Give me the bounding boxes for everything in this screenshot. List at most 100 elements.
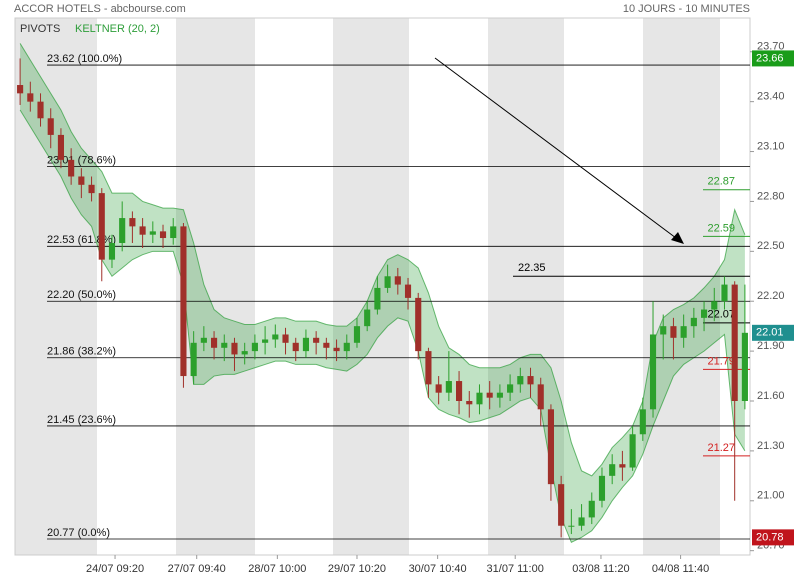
candle-body xyxy=(353,326,361,343)
fib-label: 23.01 (78.6%) xyxy=(47,154,116,166)
candle-body xyxy=(170,226,177,239)
fib-label: 22.53 (61.8%) xyxy=(47,234,116,246)
day-shading xyxy=(15,18,720,555)
x-tick-label: 30/07 10:40 xyxy=(409,563,467,575)
candle-body xyxy=(690,317,697,327)
candle-body xyxy=(404,284,412,298)
y-tick-label: 23.70 xyxy=(757,41,785,53)
plot-layer: 23.62 (100.0%) 23.01 (78.6%) 22.53 (61.8%)… xyxy=(17,41,794,575)
fib-label: 22.20 (50.0%) xyxy=(47,289,116,301)
y-tick-label: 22.50 xyxy=(757,240,785,252)
candle-body xyxy=(292,342,299,352)
day-band xyxy=(643,18,720,555)
x-tick-label: 04/08 11:40 xyxy=(652,563,709,575)
candle-body xyxy=(476,392,483,405)
candle-body xyxy=(119,218,126,244)
candle-body xyxy=(649,334,657,410)
candle-body xyxy=(323,342,330,348)
candle-body xyxy=(639,409,646,435)
plot-frame xyxy=(14,17,751,556)
price-tag-label: 20.78 xyxy=(756,531,784,543)
candle-body xyxy=(17,85,24,94)
candle-body xyxy=(241,351,248,355)
candle-body xyxy=(108,243,116,260)
price-tag xyxy=(752,529,794,546)
keltner-upper xyxy=(19,43,746,477)
candle-body xyxy=(78,176,85,185)
price-tag-label: 23.66 xyxy=(756,52,784,64)
candle-body xyxy=(68,159,75,177)
y-tick-label: 22.20 xyxy=(757,290,785,302)
candle-body xyxy=(537,384,544,410)
y-tick-label: 22.80 xyxy=(757,190,785,202)
candle-body xyxy=(507,384,514,393)
arrow-head xyxy=(671,232,684,244)
candle-body xyxy=(558,484,565,526)
candle-body xyxy=(282,334,289,343)
candle-body xyxy=(27,93,34,102)
candle-body xyxy=(47,118,54,135)
y-tick-label: 21.30 xyxy=(757,440,785,452)
candle-body xyxy=(517,376,524,385)
legend-keltner: KELTNER (20, 2) xyxy=(75,23,160,35)
chart-title: ACCOR HOTELS - abcbourse.com xyxy=(14,3,186,15)
candle-body xyxy=(568,525,575,527)
candle-body xyxy=(37,101,44,119)
candle-body xyxy=(313,337,320,343)
candle-body xyxy=(527,376,534,385)
fib-label: 21.45 (23.6%) xyxy=(47,414,116,426)
candle-body xyxy=(129,218,136,227)
candle-body xyxy=(384,276,391,288)
candle-body xyxy=(721,284,728,302)
candle-body xyxy=(598,475,606,501)
price-tag xyxy=(752,324,794,341)
fib-label: 21.86 (38.2%) xyxy=(47,346,116,358)
pivot-label: 22.59 xyxy=(707,222,735,234)
pivot-label: 21.79 xyxy=(707,355,735,367)
candle-body xyxy=(251,342,258,352)
candle-body xyxy=(88,184,95,194)
candle-body xyxy=(486,392,493,398)
candle-body xyxy=(619,464,626,468)
candle-body xyxy=(660,326,667,335)
candle-body xyxy=(496,392,503,398)
candle-body xyxy=(211,337,218,348)
candle-body xyxy=(711,301,718,310)
x-tick-label: 28/07 10:00 xyxy=(248,563,306,575)
candle-body xyxy=(425,351,432,385)
candle-body xyxy=(200,337,207,343)
candle-body xyxy=(415,297,422,352)
candle-body xyxy=(149,231,156,235)
day-band xyxy=(15,18,97,555)
candle-body xyxy=(221,342,228,348)
x-tick-label: 29/07 10:20 xyxy=(328,563,386,575)
candle-body xyxy=(98,193,105,260)
candle-body xyxy=(343,342,350,352)
y-tick-label: 23.10 xyxy=(757,140,785,152)
candle-body xyxy=(139,226,146,235)
keltner-lower xyxy=(19,109,746,544)
candle-body xyxy=(547,409,554,485)
candle-body xyxy=(231,342,238,355)
candle-body xyxy=(680,326,687,338)
keltner-fill xyxy=(20,43,745,543)
candle-body xyxy=(333,347,340,352)
candle-body xyxy=(578,517,585,526)
x-tick-label: 03/08 11:20 xyxy=(572,563,629,575)
candle-body xyxy=(272,334,279,340)
pivot-label: 22.35 xyxy=(518,262,546,274)
y-tick-label: 21.60 xyxy=(757,390,785,402)
candle-body xyxy=(364,309,371,327)
candle-body xyxy=(466,401,473,405)
pivot-label: 22.07 xyxy=(707,309,735,321)
candle-body xyxy=(670,326,677,338)
candle-body xyxy=(609,464,616,476)
pivot-label: 22.87 xyxy=(707,176,735,188)
candle-body xyxy=(57,134,64,160)
candle-body xyxy=(588,500,595,518)
day-band xyxy=(333,18,409,555)
chart-subtitle: 10 JOURS - 10 MINUTES xyxy=(623,3,750,15)
candle-body xyxy=(394,276,401,285)
candle-body xyxy=(445,381,452,393)
